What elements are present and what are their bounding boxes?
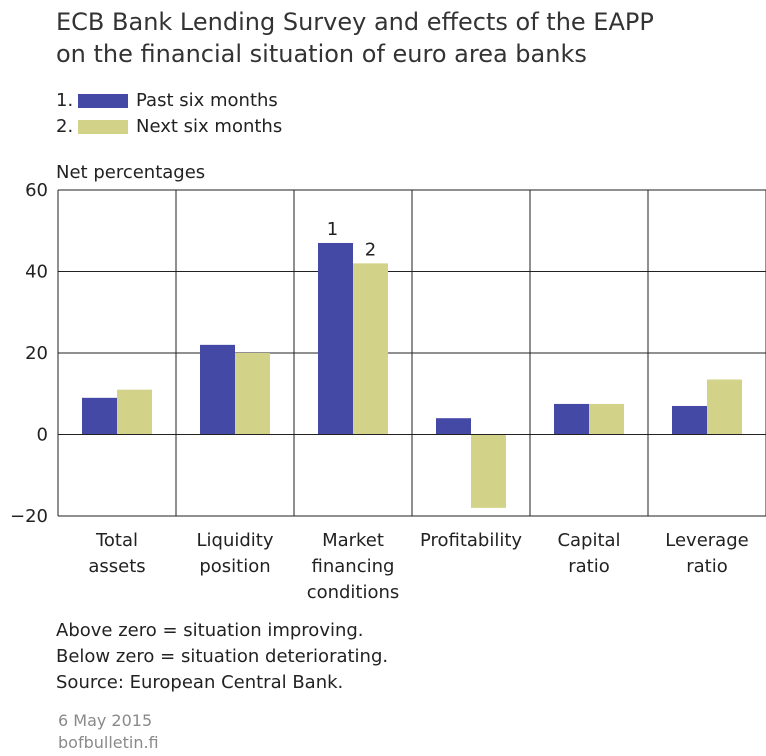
title-line-2: on the financial situation of euro area …: [56, 40, 587, 68]
bar-series-2: [589, 403, 624, 435]
legend-label-past: Past six months: [136, 90, 278, 111]
bar-series-2: [117, 389, 152, 435]
y-tick-label: −20: [10, 506, 48, 527]
footer-site: bofbulletin.fi: [58, 733, 159, 752]
x-tick-label: Capital: [557, 530, 620, 551]
x-tick-label: Liquidity: [196, 530, 273, 551]
legend-entry-past: 1. Past six months: [56, 90, 376, 116]
x-tick-label: Leverage: [665, 530, 748, 551]
x-tick-label: Total: [95, 530, 138, 551]
bar-annotation: 1: [327, 219, 338, 240]
chart-notes: Above zero = situation improving. Below …: [56, 618, 388, 696]
bar-series-2: [235, 353, 270, 435]
bar-annotation: 2: [365, 239, 376, 260]
y-tick-label: 0: [37, 425, 48, 446]
y-axis-label: Net percentages: [56, 162, 205, 183]
x-tick-label: ratio: [568, 556, 610, 577]
legend-swatch-next: [78, 120, 128, 134]
x-tick-label: financing: [312, 556, 395, 577]
bar-series-2: [707, 379, 742, 435]
legend-entry-next: 2. Next six months: [56, 116, 376, 142]
x-tick-label: position: [199, 556, 270, 577]
x-tick-label: Profitability: [420, 530, 522, 551]
note-above-zero: Above zero = situation improving.: [56, 620, 364, 641]
bar-series-1: [436, 418, 471, 435]
legend-swatch-past: [78, 94, 128, 108]
bar-series-2: [353, 263, 388, 435]
note-source: Source: European Central Bank.: [56, 672, 344, 693]
title-line-1: ECB Bank Lending Survey and effects of t…: [56, 8, 654, 36]
chart-title: ECB Bank Lending Survey and effects of t…: [56, 6, 654, 70]
y-tick-label: 20: [25, 343, 48, 364]
bar-series-1: [318, 242, 353, 435]
legend-number: 1.: [56, 90, 74, 111]
x-tick-label: Market: [322, 530, 384, 551]
legend-number: 2.: [56, 116, 74, 137]
bar-series-2: [471, 434, 506, 508]
x-tick-label: ratio: [686, 556, 728, 577]
footer-date: 6 May 2015: [58, 711, 153, 730]
footer: 6 May 2015 bofbulletin.fi: [58, 710, 159, 754]
legend: 1. Past six months 2. Next six months: [56, 90, 376, 142]
bar-series-1: [200, 344, 235, 435]
x-tick-label: conditions: [307, 582, 400, 603]
bar-series-1: [554, 403, 589, 435]
y-tick-label: 60: [25, 180, 48, 201]
legend-label-next: Next six months: [136, 116, 283, 137]
bar-series-1: [82, 397, 117, 435]
x-tick-label: assets: [88, 556, 145, 577]
bar-series-1: [672, 405, 707, 435]
note-below-zero: Below zero = situation deteriorating.: [56, 646, 389, 667]
y-tick-label: 40: [25, 262, 48, 283]
